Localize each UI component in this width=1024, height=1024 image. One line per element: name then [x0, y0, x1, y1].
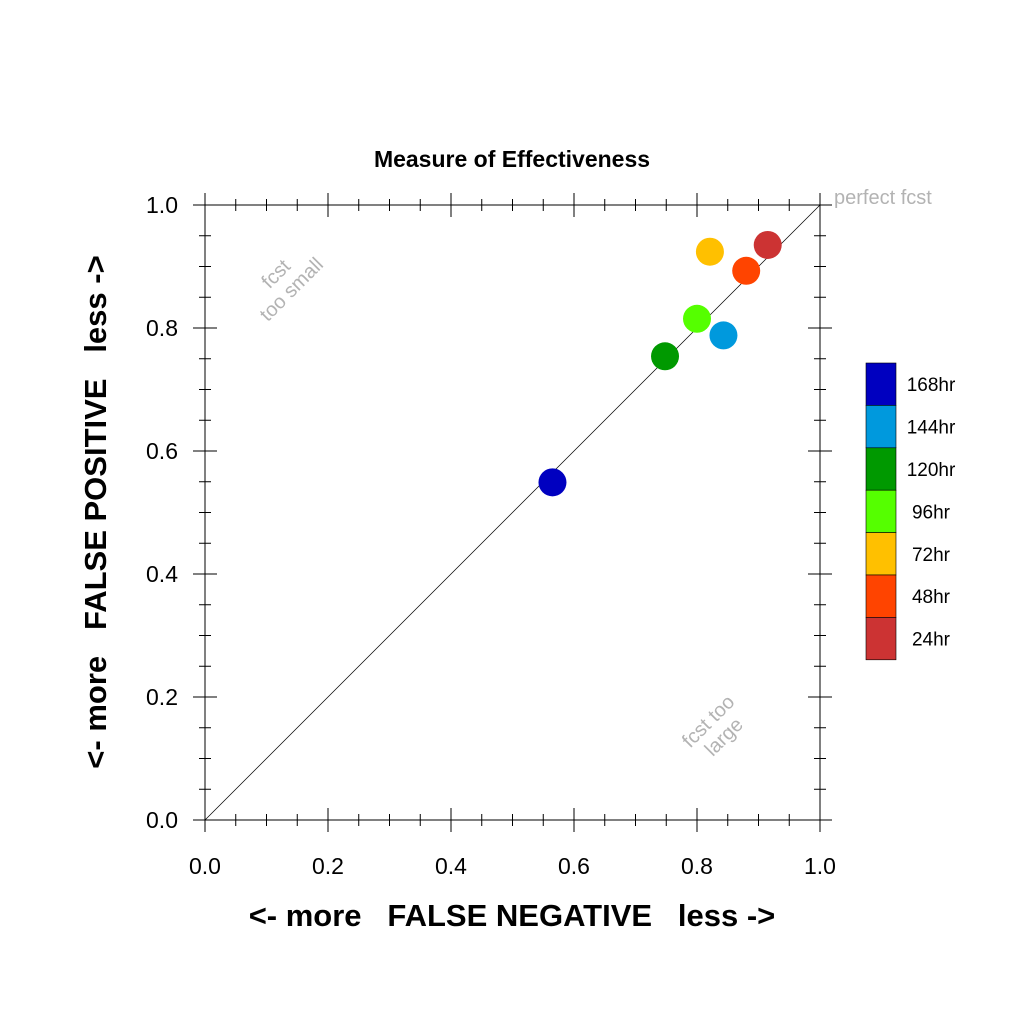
point-72hr	[695, 237, 724, 266]
y-axis-label: <- more FALSE POSITIVE less ->	[78, 255, 113, 768]
chart-title: Measure of Effectiveness	[374, 146, 650, 172]
plot-area: 0.0 0.2 0.4 0.6 0.8 1.0 0.0 0.2 0.4 0.6 0.8 1.0	[146, 192, 836, 879]
perfect-forecast-diagonal	[204, 204, 821, 821]
y-tick-label: 0.2	[146, 684, 178, 710]
point-144hr	[709, 321, 738, 350]
annotation-too-small-line2: too small	[256, 254, 328, 326]
annotation-perfect-fcst: perfect fcst	[834, 187, 932, 209]
x-tick-labels: 0.0 0.2 0.4 0.6 0.8 1.0	[189, 853, 836, 879]
point-168hr	[538, 468, 567, 497]
x-tick-label: 1.0	[804, 853, 836, 879]
y-tick-label: 0.6	[146, 438, 178, 464]
legend-swatch-144hr	[865, 405, 897, 449]
legend-label-48hr: 48hr	[912, 587, 951, 608]
x-axis-label: <- more FALSE NEGATIVE less ->	[249, 898, 776, 933]
legend-label-24hr: 24hr	[912, 630, 951, 651]
legend-label-144hr: 144hr	[907, 418, 956, 439]
data-points	[538, 230, 782, 497]
legend-swatch-168hr	[865, 362, 897, 406]
x-tick-label: 0.4	[435, 853, 467, 879]
y-tick-label: 1.0	[146, 192, 178, 218]
y-tick-label: 0.0	[146, 807, 178, 833]
legend-label-96hr: 96hr	[912, 502, 951, 523]
legend-swatch-120hr	[865, 447, 897, 491]
legend-swatch-24hr	[865, 617, 897, 661]
annotation-too-small: fcst too small	[256, 254, 328, 326]
legend-label-120hr: 120hr	[907, 460, 956, 481]
legend-label-72hr: 72hr	[912, 545, 951, 566]
legend-swatch-96hr	[865, 489, 897, 533]
legend-swatch-48hr	[865, 574, 897, 618]
point-96hr	[683, 304, 711, 333]
x-tick-label: 0.2	[312, 853, 344, 879]
x-tick-label: 0.6	[558, 853, 590, 879]
legend-label-168hr: 168hr	[907, 375, 956, 396]
point-120hr	[651, 342, 680, 371]
x-tick-label: 0.0	[189, 853, 221, 879]
axis-ticks	[193, 193, 832, 832]
point-24hr	[753, 230, 782, 259]
y-tick-labels: 0.0 0.2 0.4 0.6 0.8 1.0	[146, 192, 178, 833]
y-tick-label: 0.8	[146, 315, 178, 341]
x-tick-label: 0.8	[681, 853, 713, 879]
legend-swatch-72hr	[865, 532, 897, 576]
point-48hr	[732, 256, 761, 285]
annotation-too-large: fcst too large	[678, 691, 748, 761]
y-tick-label: 0.4	[146, 561, 178, 587]
legend: 168hr 144hr 120hr 96hr 72hr 48hr 24hr	[865, 362, 956, 661]
